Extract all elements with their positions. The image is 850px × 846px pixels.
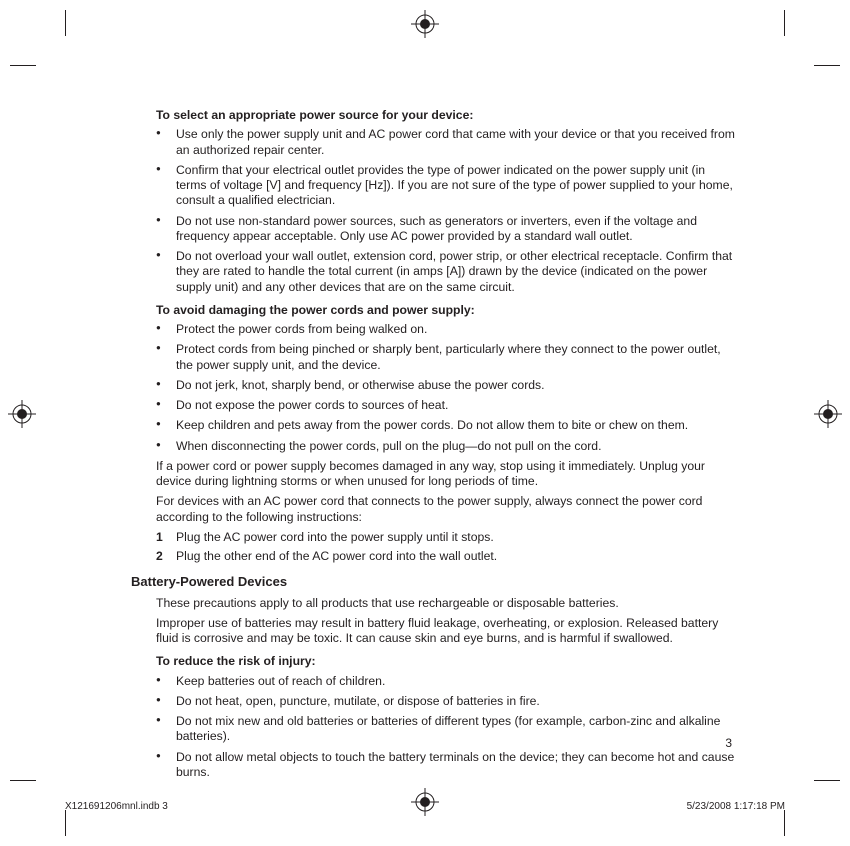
list-item: Do not use non-standard power sources, s…: [156, 214, 736, 245]
list-item: Do not mix new and old batteries or batt…: [156, 714, 736, 745]
list-item: Use only the power supply unit and AC po…: [156, 127, 736, 158]
section-heading: To avoid damaging the power cords and po…: [131, 303, 736, 318]
page-number: 3: [725, 736, 732, 750]
footer-timestamp: 5/23/2008 1:17:18 PM: [687, 801, 785, 812]
list-item: Do not allow metal objects to touch the …: [156, 750, 736, 781]
step-item: Plug the AC power cord into the power su…: [156, 530, 736, 545]
crop-mark: [65, 810, 66, 836]
registration-mark-icon: [411, 788, 439, 816]
list-item: Keep batteries out of reach of children.: [156, 674, 736, 689]
section-heading: To select an appropriate power source fo…: [131, 108, 736, 123]
registration-mark-icon: [8, 400, 36, 428]
crop-mark: [65, 10, 66, 36]
paragraph: These precautions apply to all products …: [131, 596, 736, 611]
crop-mark: [814, 780, 840, 781]
crop-mark: [784, 10, 785, 36]
list-item: Keep children and pets away from the pow…: [156, 418, 736, 433]
list-item: Do not heat, open, puncture, mutilate, o…: [156, 694, 736, 709]
registration-mark-icon: [411, 10, 439, 38]
list-item: Protect the power cords from being walke…: [156, 322, 736, 337]
crop-mark: [10, 780, 36, 781]
paragraph: If a power cord or power supply becomes …: [131, 459, 736, 490]
list-item: Do not overload your wall outlet, extens…: [156, 249, 736, 295]
power-source-list: Use only the power supply unit and AC po…: [131, 127, 736, 295]
list-item: Do not expose the power cords to sources…: [156, 398, 736, 413]
page-content: To select an appropriate power source fo…: [131, 100, 736, 785]
crop-mark: [814, 65, 840, 66]
avoid-damage-list: Protect the power cords from being walke…: [131, 322, 736, 454]
subsection-heading: Battery-Powered Devices: [131, 574, 736, 590]
footer-filename: X121691206mnl.indb 3: [65, 801, 168, 812]
list-item: Protect cords from being pinched or shar…: [156, 342, 736, 373]
paragraph: For devices with an AC power cord that c…: [131, 494, 736, 525]
step-item: Plug the other end of the AC power cord …: [156, 549, 736, 564]
battery-list: Keep batteries out of reach of children.…: [131, 674, 736, 781]
registration-mark-icon: [814, 400, 842, 428]
section-heading: To reduce the risk of injury:: [131, 654, 736, 669]
list-item: Confirm that your electrical outlet prov…: [156, 163, 736, 209]
steps-list: Plug the AC power cord into the power su…: [131, 530, 736, 565]
crop-mark: [784, 810, 785, 836]
list-item: When disconnecting the power cords, pull…: [156, 439, 736, 454]
crop-mark: [10, 65, 36, 66]
list-item: Do not jerk, knot, sharply bend, or othe…: [156, 378, 736, 393]
paragraph: Improper use of batteries may result in …: [131, 616, 736, 647]
